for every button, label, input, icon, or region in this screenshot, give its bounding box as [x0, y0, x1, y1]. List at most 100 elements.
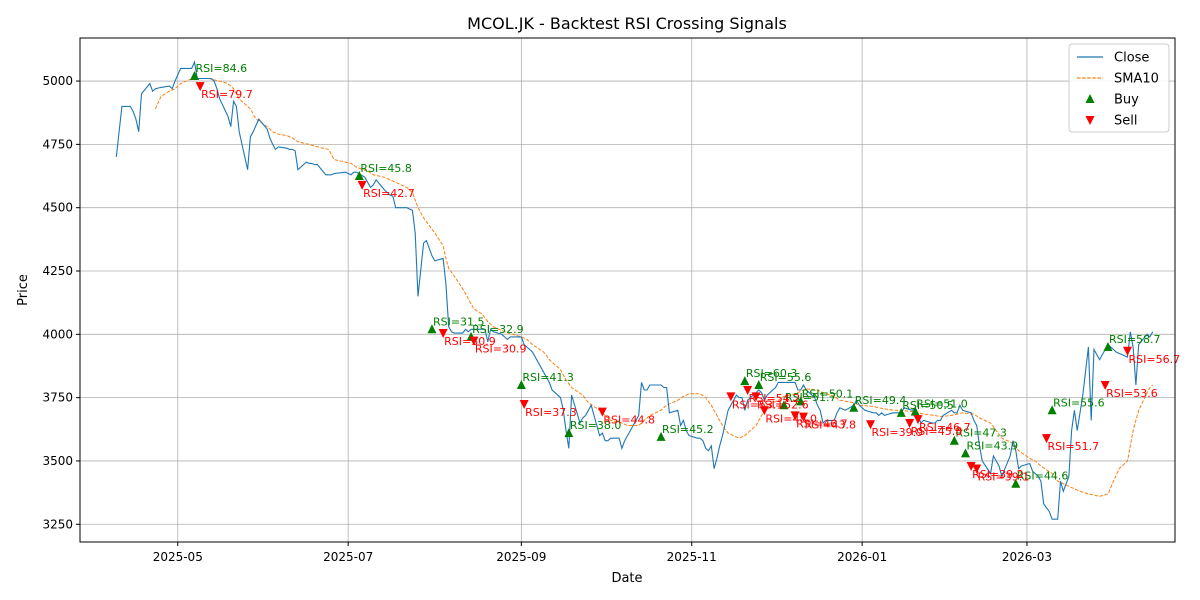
- buy-label: RSI=58.7: [1109, 333, 1161, 346]
- sell-label: RSI=39.9: [872, 426, 924, 439]
- sell-label: RSI=54.2: [749, 392, 801, 405]
- legend-buy-swatch: [1085, 94, 1095, 103]
- sell-marker: [751, 392, 761, 402]
- legend-label: SMA10: [1114, 72, 1159, 87]
- buy-label: RSI=32.9: [472, 323, 524, 336]
- buy-marker: [427, 324, 437, 334]
- sell-label: RSI=56.7: [1129, 353, 1181, 366]
- y-tick-label: 3250: [42, 517, 73, 531]
- sell-label: RSI=44.8: [603, 414, 655, 427]
- buy-label: RSI=51.0: [916, 398, 968, 411]
- y-axis-label: Price: [16, 274, 31, 306]
- sell-label: RSI=46.7: [919, 421, 971, 434]
- sell-marker: [1123, 346, 1133, 356]
- buy-marker: [656, 431, 666, 441]
- plot-frame: [79, 37, 1176, 543]
- buy-label: RSI=44.6: [1017, 470, 1069, 483]
- buy-marker: [1103, 341, 1113, 351]
- sell-marker: [597, 407, 607, 417]
- sell-marker: [972, 464, 982, 474]
- buy-marker: [960, 448, 970, 458]
- y-tick-label: 4500: [42, 201, 73, 215]
- sell-label: RSI=51.7: [1048, 440, 1100, 453]
- sell-marker: [469, 336, 479, 346]
- close-series: [115, 60, 1154, 520]
- buy-label: RSI=31.5: [433, 315, 485, 328]
- sell-marker: [743, 386, 753, 396]
- sell-marker: [790, 411, 800, 421]
- x-tick-label: 2025-09: [496, 550, 546, 564]
- buy-marker: [516, 379, 526, 389]
- sell-marker: [759, 406, 769, 416]
- buy-label: RSI=50.1: [802, 387, 854, 400]
- buy-marker: [1047, 405, 1057, 415]
- sell-label: RSI=42.7: [363, 187, 415, 200]
- x-axis-label: Date: [611, 571, 642, 586]
- buy-marker: [796, 396, 806, 406]
- sell-marker: [726, 392, 736, 402]
- buy-marker: [1011, 478, 1021, 488]
- buy-label: RSI=38.0: [570, 419, 622, 432]
- buy-label: RSI=45.2: [662, 423, 714, 436]
- sell-label: RSI=30.9: [444, 335, 496, 348]
- sell-label: RSI=53.1: [732, 398, 784, 411]
- y-tick-label: 4000: [42, 327, 73, 341]
- buy-label: RSI=41.3: [522, 371, 574, 384]
- sell-marker: [905, 418, 915, 428]
- y-tick-label: 4750: [42, 137, 73, 151]
- y-axis-ticks: 3250 3500 3750 4000 4250 4500 4750 5000: [42, 74, 80, 531]
- close-line: [115, 60, 1154, 520]
- buy-marker: [740, 376, 750, 386]
- buy-marker: [949, 435, 959, 445]
- sell-marker: [798, 412, 808, 422]
- buy-label: RSI=55.6: [1053, 396, 1105, 409]
- buy-marker: [896, 407, 906, 417]
- sell-label: RSI=37.3: [525, 406, 577, 419]
- buy-label: RSI=51.7: [785, 391, 837, 404]
- y-tick-label: 5000: [42, 74, 73, 88]
- buy-label: RSI=43.9: [966, 439, 1018, 452]
- sell-label: RSI=39.1: [978, 471, 1030, 484]
- sell-label: RSI=45.8: [911, 425, 963, 438]
- sell-label: RSI=46.7: [796, 417, 848, 430]
- legend: Close SMA10 Buy Sell: [1068, 43, 1170, 133]
- sell-marker: [913, 415, 923, 425]
- legend-sell-swatch: [1085, 116, 1095, 125]
- buy-marker: [190, 70, 200, 80]
- sell-marker: [966, 462, 976, 472]
- sell-label: RSI=52.6: [757, 398, 809, 411]
- legend-box: [1068, 43, 1170, 133]
- buy-marker: [354, 171, 364, 181]
- buy-label: RSI=45.8: [360, 162, 412, 175]
- legend-label: Buy: [1114, 93, 1139, 108]
- buy-label: RSI=60.3: [746, 367, 798, 380]
- sell-label: RSI=43.8: [804, 419, 856, 432]
- y-tick-label: 3750: [42, 391, 73, 405]
- buy-label: RSI=55.6: [760, 371, 812, 384]
- sell-label: RSI=79.7: [201, 88, 253, 101]
- x-tick-label: 2026-01: [837, 550, 887, 564]
- chart-title: MCOL.JK - Backtest RSI Crossing Signals: [467, 14, 787, 33]
- buy-marker: [754, 379, 764, 389]
- legend-label: Sell: [1114, 114, 1137, 129]
- sell-label: RSI=39.2: [972, 468, 1024, 481]
- sell-marker: [519, 399, 529, 409]
- buy-marker: [849, 402, 859, 412]
- sell-label: RSI=53.6: [1106, 387, 1158, 400]
- sell-marker: [195, 82, 205, 92]
- buy-marker: [779, 400, 789, 410]
- buy-label: RSI=84.6: [196, 62, 248, 75]
- x-tick-label: 2025-05: [153, 550, 203, 564]
- sell-marker: [866, 420, 876, 430]
- buy-marker: [910, 406, 920, 416]
- buy-label: RSI=49.4: [855, 394, 907, 407]
- buy-marker: [564, 428, 574, 438]
- sell-marker: [357, 180, 367, 190]
- x-axis-ticks: 2025-05 2025-07 2025-09 2025-11 2026-01 2026-…: [153, 542, 1052, 564]
- legend-label: Close: [1114, 51, 1149, 66]
- y-tick-label: 4250: [42, 264, 73, 278]
- x-tick-label: 2025-11: [667, 550, 717, 564]
